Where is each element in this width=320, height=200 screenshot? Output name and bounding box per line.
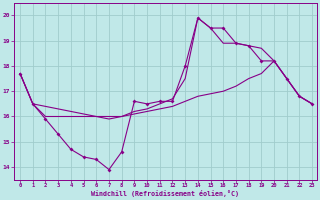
X-axis label: Windchill (Refroidissement éolien,°C): Windchill (Refroidissement éolien,°C) <box>92 190 239 197</box>
